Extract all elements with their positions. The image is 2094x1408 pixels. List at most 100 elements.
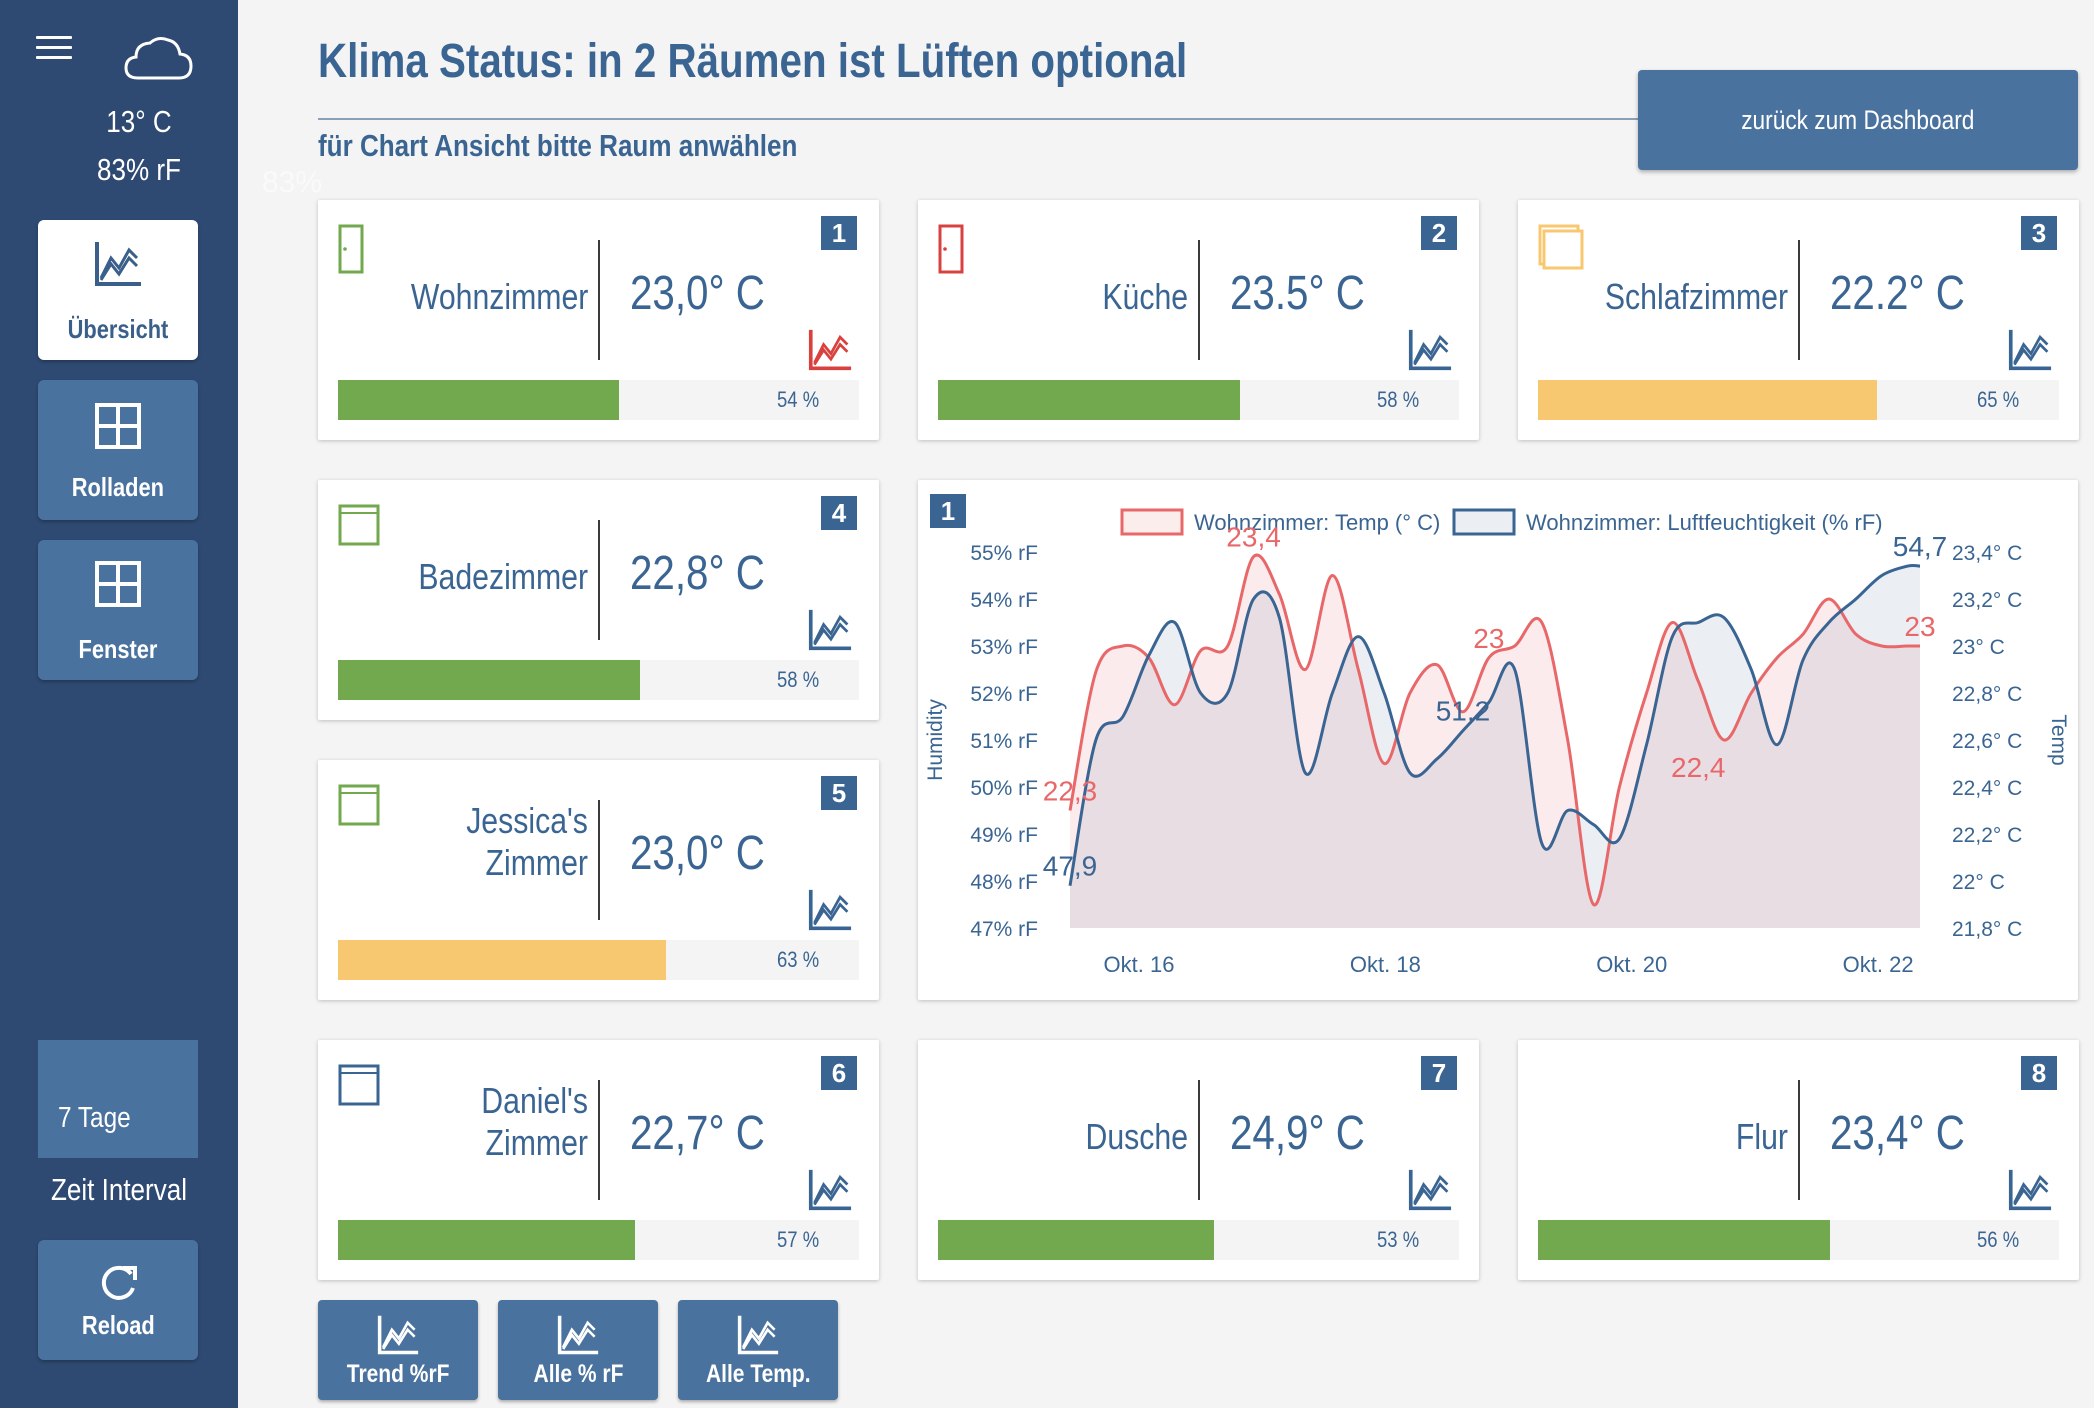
room-number-badge: 1 [821, 216, 857, 250]
chart-icon [38, 240, 198, 288]
y-right-tick-label: 23,4° C [1952, 542, 2022, 565]
x-tick-label: Okt. 18 [1350, 952, 1421, 977]
humidity-percent: 63 % [776, 947, 819, 972]
weather-humidity: 83% rF [97, 152, 181, 187]
door-icon [338, 224, 364, 279]
chart-icon[interactable] [2007, 328, 2053, 377]
chart-icon[interactable] [1407, 328, 1453, 377]
room-temperature: 23,0° C [630, 827, 765, 880]
room-card[interactable]: 2 Küche 23.5° C 58 % [918, 200, 1479, 440]
interval-select[interactable]: 7 Tage [38, 1040, 198, 1158]
humidity-percent: 53 % [1376, 1227, 1419, 1252]
room-number-badge: 5 [821, 776, 857, 810]
title-divider [318, 118, 1638, 120]
menu-icon[interactable] [36, 36, 72, 62]
humidity-bar: 56 % [1538, 1220, 2059, 1260]
chart-number-badge: 1 [930, 494, 966, 528]
chart-icon[interactable] [2007, 1168, 2053, 1217]
humidity-bar: 58 % [938, 380, 1459, 420]
humidity-data-label: 51,2 [1436, 696, 1491, 727]
card-divider [1198, 1080, 1200, 1200]
room-card[interactable]: 1 Wohnzimmer 23,0° C 54 % [318, 200, 879, 440]
room-temperature: 23,4° C [1830, 1107, 1965, 1160]
all-temp-button[interactable]: Alle Temp. [678, 1300, 838, 1400]
nav-label: Übersicht [67, 314, 169, 344]
room-temperature: 22,7° C [630, 1107, 765, 1160]
room-temperature: 23.5° C [1230, 267, 1365, 320]
y-left-tick-label: 55% rF [970, 542, 1038, 565]
humidity-data-label: 47,9 [1043, 851, 1098, 882]
room-card[interactable]: 3 Schlafzimmer 22.2° C 65 % [1518, 200, 2079, 440]
temp-series-line [1068, 553, 1920, 907]
y-right-tick-label: 22,6° C [1952, 730, 2022, 753]
room-number-badge: 8 [2021, 1056, 2057, 1090]
nav-label: Rolladen [71, 472, 165, 502]
humidity-percent: 56 % [1976, 1227, 2019, 1252]
humidity-bar-fill [1538, 1220, 1830, 1260]
humidity-bar: 63 % [338, 940, 859, 980]
x-tick-label: Okt. 20 [1596, 952, 1667, 977]
x-tick-label: Okt. 16 [1104, 952, 1175, 977]
y-left-tick-label: 47% rF [970, 918, 1038, 941]
room-temperature: 23,0° C [630, 267, 765, 320]
humidity-bar: 57 % [338, 1220, 859, 1260]
room-card[interactable]: 6 Daniel's Zimmer 22,7° C 57 % [318, 1040, 879, 1280]
humidity-bar-fill [338, 940, 667, 980]
humidity-bar: 58 % [338, 660, 859, 700]
legend-label-temp: Wohnzimmer: Temp (° C) [1194, 510, 1440, 535]
room-card[interactable]: 7 Dusche 24,9° C 53 % [918, 1040, 1479, 1280]
humidity-bar-fill [1538, 380, 1877, 420]
chart-icon[interactable] [807, 328, 853, 377]
button-label: Trend %rF [346, 1360, 450, 1388]
humidity-percent: 58 % [1376, 387, 1419, 412]
trend-humidity-button[interactable]: Trend %rF [318, 1300, 478, 1400]
nav-fenster-button[interactable]: Fenster [38, 540, 198, 680]
window-stack-icon [1538, 224, 1584, 275]
x-tick-label: Okt. 22 [1843, 952, 1914, 977]
humidity-bar: 54 % [338, 380, 859, 420]
room-name: Küche [1102, 276, 1188, 317]
y-left-tick-label: 51% rF [970, 730, 1038, 753]
back-to-dashboard-button[interactable]: zurück zum Dashboard [1638, 70, 2078, 170]
nav-uebersicht-button[interactable]: Übersicht [38, 220, 198, 360]
card-divider [1198, 240, 1200, 360]
temp-series-area [1070, 555, 1920, 928]
all-humidity-button[interactable]: Alle % rF [498, 1300, 658, 1400]
room-card[interactable]: 5 Jessica's Zimmer 23,0° C 63 % [318, 760, 879, 1000]
y-left-tick-label: 52% rF [970, 683, 1038, 706]
y-right-tick-label: 23,2° C [1952, 589, 2022, 612]
reload-button[interactable]: Reload [38, 1240, 198, 1360]
room-number-badge: 2 [1421, 216, 1457, 250]
room-number-badge: 6 [821, 1056, 857, 1090]
chart-icon[interactable] [807, 608, 853, 657]
button-label: Alle Temp. [705, 1360, 811, 1388]
y-right-axis-label: Temp [2047, 714, 2070, 765]
page-subtitle: für Chart Ansicht bitte Raum anwählen [318, 128, 798, 163]
chart-icon[interactable] [807, 1168, 853, 1217]
nav-rolladen-button[interactable]: Rolladen [38, 380, 198, 520]
temp-data-label: 23,4 [1226, 522, 1281, 553]
y-left-tick-label: 50% rF [970, 777, 1038, 800]
room-name: Dusche [1085, 1116, 1188, 1157]
window-icon [38, 402, 198, 450]
humidity-percent: 58 % [776, 667, 819, 692]
door-icon [938, 224, 964, 279]
chart-icon[interactable] [1407, 1168, 1453, 1217]
room-temperature: 22,8° C [630, 547, 765, 600]
temp-data-label: 23 [1473, 623, 1504, 654]
y-left-tick-label: 48% rF [970, 871, 1038, 894]
y-left-axis-label: Humidity [924, 699, 947, 781]
room-name: Wohnzimmer [410, 276, 588, 317]
chart-icon [318, 1314, 478, 1356]
humidity-temp-chart: 55% rF 54% rF 53% rF 52% rF 51% rF 50% rF 49% … [924, 508, 2070, 977]
sidebar: 13° C 83% rF 83% Übersicht Rolladen Fens… [0, 0, 322, 1408]
chart-icon[interactable] [807, 888, 853, 937]
room-name: Badezimmer [418, 556, 588, 597]
room-name: Jessica's Zimmer [466, 800, 588, 883]
ghost-humidity-text: 83% [262, 166, 323, 199]
room-card[interactable]: 4 Badezimmer 22,8° C 58 % [318, 480, 879, 720]
room-name: Daniel's Zimmer [481, 1080, 588, 1163]
chart-icon [498, 1314, 658, 1356]
room-card[interactable]: 8 Flur 23,4° C 56 % [1518, 1040, 2079, 1280]
y-right-tick-label: 22,2° C [1952, 824, 2022, 847]
